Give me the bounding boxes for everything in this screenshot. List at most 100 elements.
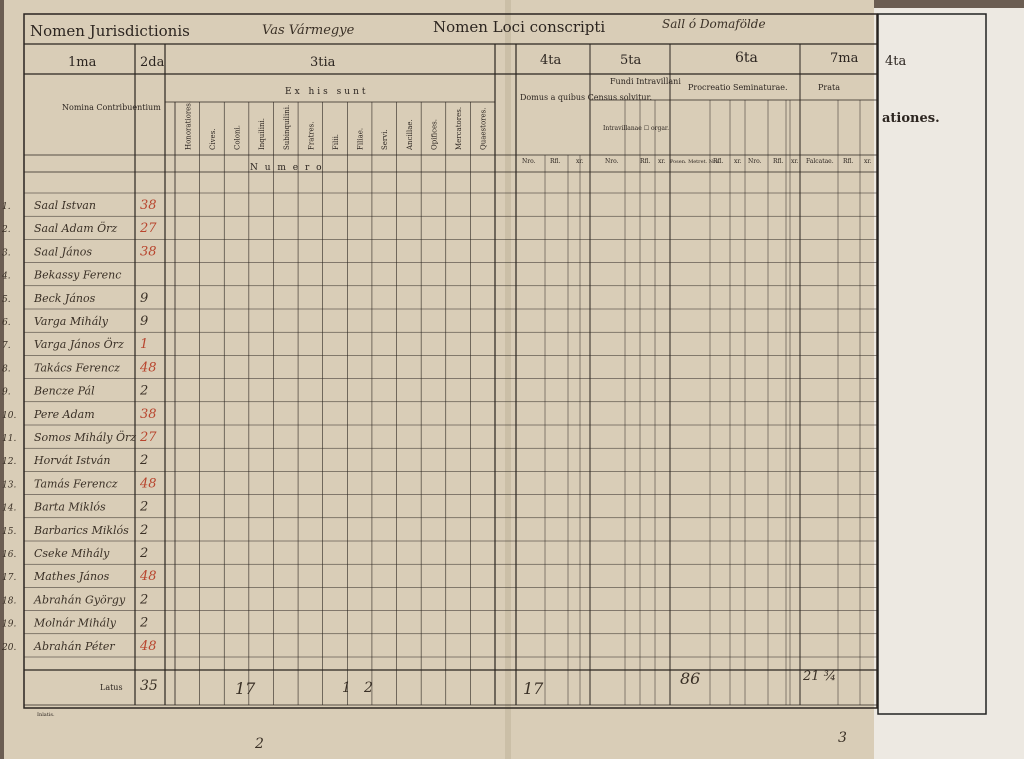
contributor-name: Varga Mihály xyxy=(34,315,109,328)
class-header: Filii. xyxy=(332,134,340,150)
pos-metret-label: Posen. Metret. Nro. xyxy=(670,159,720,165)
row-col2-value: 9 xyxy=(140,291,148,306)
proc-rfl2: Rfl. xyxy=(773,158,784,165)
locus-label: Nomen Loci conscripti xyxy=(433,18,605,36)
class-header: Filiae. xyxy=(357,128,365,150)
contributor-name: Mathes János xyxy=(33,570,110,583)
table-row: 8. Takács Ferencz 48 xyxy=(2,360,157,375)
domus-label: Domus a quibus Census solvitur. xyxy=(520,93,652,102)
class-header: Opifices. xyxy=(430,119,438,150)
proc-nro: Nro. xyxy=(748,158,762,165)
fundi-rfl: Rfl. xyxy=(640,158,651,165)
row-number: 7. xyxy=(2,341,11,351)
left-page xyxy=(4,0,874,759)
total-coloni: 17 xyxy=(235,679,256,698)
col7-label: 7ma xyxy=(830,51,859,66)
jurisdiction-value: Vas Vármegye xyxy=(262,23,355,38)
row-number: 12. xyxy=(2,457,16,467)
table-row: 4. Bekassy Ferenc xyxy=(1,269,121,282)
row-number: 10. xyxy=(2,411,16,421)
right-col-label: 4ta xyxy=(885,54,906,69)
contributor-name: Barbarics Miklós xyxy=(33,524,129,537)
table-frame xyxy=(23,13,878,709)
row-col2-value: 2 xyxy=(139,500,148,515)
row-col2-value: 38 xyxy=(140,244,157,259)
ex-his-sunt-label: Ex his sunt xyxy=(285,87,369,97)
row-number: 15. xyxy=(2,527,16,537)
gutter xyxy=(505,0,511,759)
contributor-name: Abrahán Péter xyxy=(33,640,115,653)
class-header: Subinquilini. xyxy=(283,105,291,150)
row-col2-value: 27 xyxy=(139,430,157,445)
prata-xr: xr. xyxy=(864,158,872,165)
row-col2-value: 38 xyxy=(140,407,157,422)
contributor-name: Saal János xyxy=(34,245,92,258)
col6-label: 6ta xyxy=(735,50,758,66)
row-number: 19. xyxy=(2,620,16,630)
row-col2-value: 48 xyxy=(139,360,157,375)
row-col2-value: 48 xyxy=(139,476,157,491)
table-row: 3. Saal János 38 xyxy=(2,244,157,259)
class-header: Honoratiores. xyxy=(184,101,192,150)
numero-label: N u m e r o xyxy=(250,163,324,173)
nomina-label: Nomina Contribuentium xyxy=(62,103,161,112)
proc-rfl: Rfl. xyxy=(713,158,724,165)
table-row: 11. Somos Mihály Örz 27 xyxy=(2,430,157,445)
table-row: 19. Molnár Mihály 2 xyxy=(2,616,148,631)
total-filii: 1 xyxy=(342,680,351,696)
col1-label: 1ma xyxy=(68,55,97,70)
ledger-grid xyxy=(24,43,877,706)
procreatio-label: Procreatio Seminaturae. xyxy=(688,83,787,92)
contributor-name: Barta Miklós xyxy=(33,501,106,514)
row-number: 3. xyxy=(2,248,11,258)
class-header: Inquilini. xyxy=(258,118,266,150)
table-row: 10. Pere Adam 38 xyxy=(2,407,157,422)
right-page-heading: ationes. xyxy=(882,111,940,126)
table-row: 16. Cseke Mihály 2 xyxy=(2,546,148,561)
row-number: 8. xyxy=(2,364,11,374)
row-number: 4. xyxy=(1,272,11,282)
class-header: Servi. xyxy=(381,129,389,150)
table-row: 18. Abrahán György 2 xyxy=(2,592,148,607)
contributor-name: Abrahán György xyxy=(33,593,126,606)
fundi-label: Fundi Intravillani xyxy=(610,77,681,86)
ledger-rows: 1. Saal Istvan 38 2. Saal Adam Örz 27 3. Saal J… xyxy=(1,198,157,654)
proc-xr: xr. xyxy=(734,158,742,165)
table-row: 17. Mathes János 48 xyxy=(2,569,157,584)
row-col2-value: 48 xyxy=(139,569,157,584)
row-number: 1. xyxy=(2,202,11,212)
table-row: 5. Beck János 9 xyxy=(2,291,148,306)
jurisdiction-label: Nomen Jurisdictionis xyxy=(30,22,190,40)
contributor-name: Cseke Mihály xyxy=(34,547,110,560)
table-row: 6. Varga Mihály 9 xyxy=(2,314,148,329)
contributor-name: Somos Mihály Örz xyxy=(34,430,136,444)
contributor-name: Saal Istvan xyxy=(34,199,96,212)
contributor-name: Tamás Ferencz xyxy=(34,477,118,490)
row-number: 11. xyxy=(2,434,16,444)
row-col2-value: 2 xyxy=(139,453,148,468)
row-col2-value: 27 xyxy=(139,221,157,236)
total-domus: 17 xyxy=(523,679,544,698)
row-number: 20. xyxy=(1,643,16,653)
contributor-name: Horvát István xyxy=(33,454,110,467)
row-col2-value: 48 xyxy=(139,639,157,654)
table-row: 9. Bencze Pál 2 xyxy=(2,384,148,399)
row-number: 9. xyxy=(2,388,11,398)
row-number: 14. xyxy=(2,504,16,514)
row-number: 5. xyxy=(2,295,11,305)
fundi-xr: xr. xyxy=(658,158,666,165)
table-row: 14. Barta Miklós 2 xyxy=(2,500,148,515)
col4-label: 4ta xyxy=(540,53,561,68)
locus-value: Sall ó Domafölde xyxy=(662,17,766,31)
contributor-name: Beck János xyxy=(33,292,96,305)
table-row: 1. Saal Istvan 38 xyxy=(2,198,157,213)
folio-left: 2 xyxy=(254,736,264,752)
contributor-name: Bekassy Ferenc xyxy=(33,269,121,282)
intravillanae-label: Intravillanae ☐ orgar. xyxy=(603,125,669,132)
row-col2-value: 2 xyxy=(139,384,148,399)
row-number: 13. xyxy=(2,480,16,490)
col5-label: 5ta xyxy=(620,53,641,68)
contributor-name: Molnár Mihály xyxy=(33,617,117,630)
row-col2-value: 2 xyxy=(139,523,148,538)
